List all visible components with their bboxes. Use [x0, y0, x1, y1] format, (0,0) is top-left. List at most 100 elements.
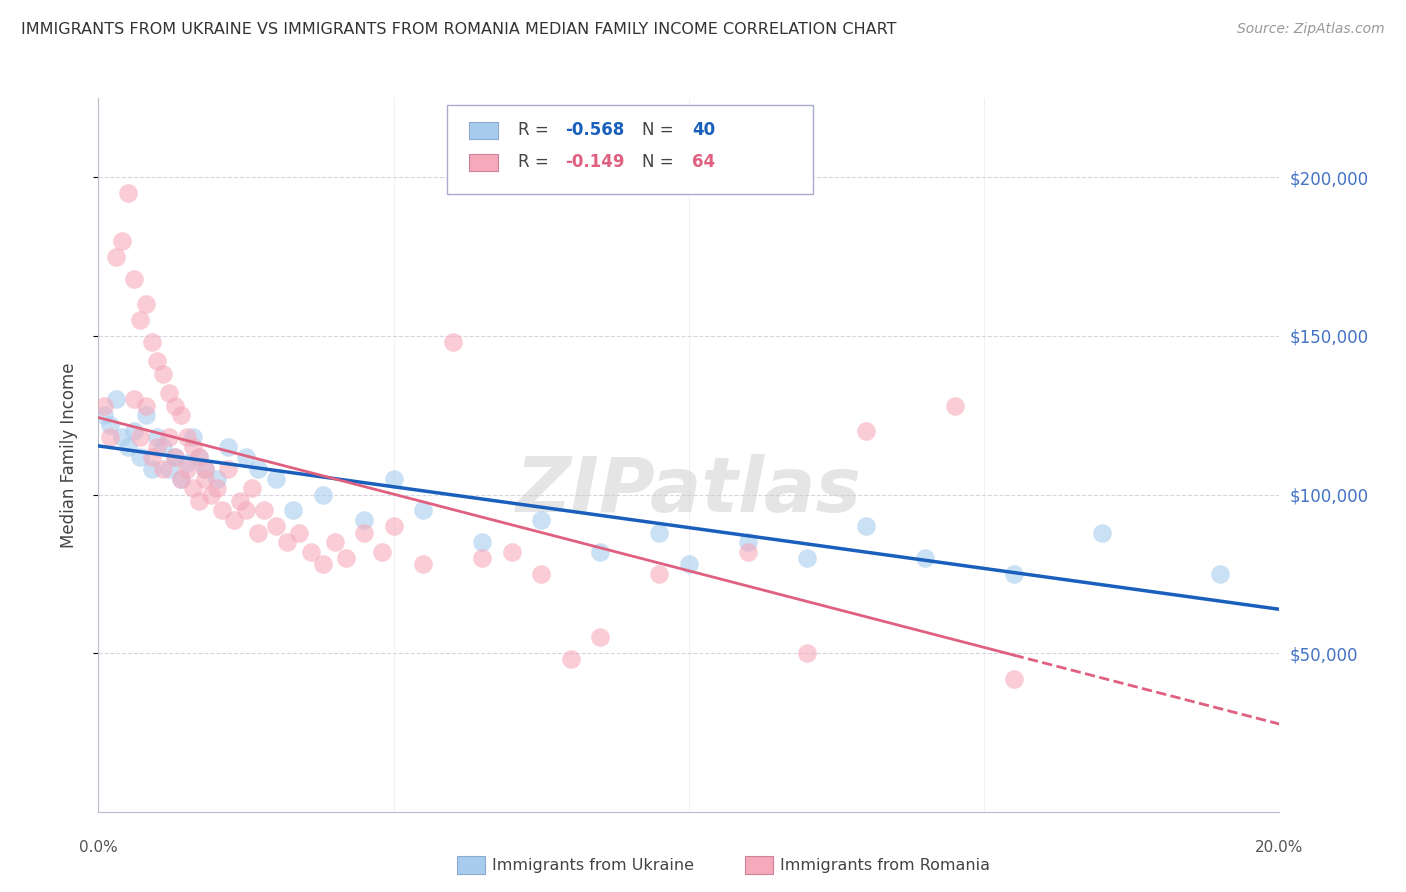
Point	[312, 487, 335, 501]
Text: 64: 64	[693, 153, 716, 171]
Point	[194, 472, 217, 486]
Point	[235, 450, 257, 464]
Text: -0.568: -0.568	[565, 121, 624, 139]
Point	[176, 462, 198, 476]
Point	[157, 430, 180, 444]
Point	[157, 386, 180, 401]
Point	[1091, 525, 1114, 540]
Point	[796, 646, 818, 660]
Point	[146, 430, 169, 444]
Point	[146, 354, 169, 368]
Point	[501, 544, 523, 558]
Point	[211, 503, 233, 517]
Point	[648, 566, 671, 581]
Point	[165, 450, 187, 464]
Point	[796, 551, 818, 566]
Point	[122, 392, 145, 407]
Point	[335, 551, 357, 566]
Text: Immigrants from Romania: Immigrants from Romania	[780, 858, 990, 872]
Point	[122, 272, 145, 286]
Point	[93, 399, 115, 413]
Point	[323, 535, 346, 549]
Text: R =: R =	[517, 121, 554, 139]
Point	[141, 462, 163, 476]
Point	[224, 513, 246, 527]
Point	[560, 652, 582, 666]
Point	[205, 481, 228, 495]
Point	[187, 450, 209, 464]
Point	[157, 462, 180, 476]
Point	[299, 544, 322, 558]
Point	[128, 450, 150, 464]
Text: 0.0%: 0.0%	[79, 840, 118, 855]
Point	[117, 186, 139, 201]
Text: 40: 40	[693, 121, 716, 139]
Point	[1209, 566, 1232, 581]
Point	[253, 503, 276, 517]
Text: Immigrants from Ukraine: Immigrants from Ukraine	[492, 858, 695, 872]
Point	[737, 544, 759, 558]
Point	[353, 513, 375, 527]
Point	[1002, 566, 1025, 581]
Text: N =: N =	[641, 121, 679, 139]
Point	[382, 519, 405, 533]
Point	[283, 503, 305, 517]
Text: 20.0%: 20.0%	[1256, 840, 1303, 855]
Point	[312, 558, 335, 572]
Point	[217, 440, 239, 454]
Point	[205, 472, 228, 486]
Point	[589, 630, 612, 644]
Point	[382, 472, 405, 486]
Point	[181, 430, 204, 444]
Point	[176, 430, 198, 444]
Point	[264, 519, 287, 533]
Point	[855, 424, 877, 438]
Point	[240, 481, 263, 495]
Point	[194, 462, 217, 476]
Point	[471, 551, 494, 566]
Point	[181, 440, 204, 454]
Text: R =: R =	[517, 153, 554, 171]
Point	[141, 450, 163, 464]
Point	[276, 535, 298, 549]
Point	[589, 544, 612, 558]
Point	[135, 399, 157, 413]
Text: N =: N =	[641, 153, 679, 171]
Point	[152, 462, 174, 476]
Point	[98, 417, 121, 432]
Point	[530, 566, 553, 581]
Point	[187, 450, 209, 464]
Point	[200, 487, 222, 501]
Point	[135, 297, 157, 311]
Point	[264, 472, 287, 486]
FancyBboxPatch shape	[470, 121, 498, 139]
Point	[246, 525, 269, 540]
Point	[648, 525, 671, 540]
Point	[176, 456, 198, 470]
Point	[471, 535, 494, 549]
Point	[371, 544, 394, 558]
Point	[128, 313, 150, 327]
Point	[229, 494, 252, 508]
Point	[217, 462, 239, 476]
FancyBboxPatch shape	[447, 105, 813, 194]
Point	[187, 494, 209, 508]
Point	[93, 409, 115, 423]
Point	[441, 335, 464, 350]
Point	[105, 250, 128, 264]
Point	[855, 519, 877, 533]
Point	[353, 525, 375, 540]
Point	[146, 440, 169, 454]
Point	[111, 430, 134, 444]
Point	[98, 430, 121, 444]
Point	[246, 462, 269, 476]
Point	[412, 558, 434, 572]
Point	[170, 472, 193, 486]
Point	[170, 472, 193, 486]
Point	[194, 462, 217, 476]
Point	[128, 430, 150, 444]
Point	[122, 424, 145, 438]
Point	[412, 503, 434, 517]
Text: IMMIGRANTS FROM UKRAINE VS IMMIGRANTS FROM ROMANIA MEDIAN FAMILY INCOME CORRELAT: IMMIGRANTS FROM UKRAINE VS IMMIGRANTS FR…	[21, 22, 897, 37]
Point	[165, 450, 187, 464]
